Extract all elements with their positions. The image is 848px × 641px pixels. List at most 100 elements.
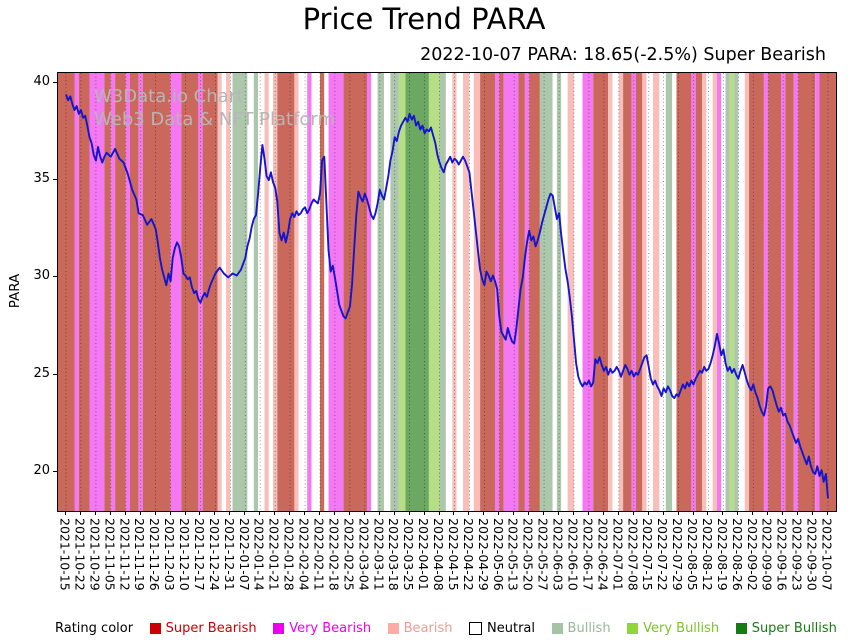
x-tick-mark xyxy=(528,511,530,515)
rating-band-neutral xyxy=(384,73,391,511)
x-tick-mark xyxy=(662,511,664,515)
rating-band-very_bearish xyxy=(328,73,344,511)
x-tick-label: 2022-04-22 xyxy=(460,518,476,591)
rating-band-bearish xyxy=(452,73,457,511)
y-tick-label: 25 xyxy=(33,365,50,381)
x-tick-mark xyxy=(483,511,485,515)
legend-label: Bullish xyxy=(567,621,611,636)
rating-band-neutral xyxy=(738,73,745,511)
x-tick-mark xyxy=(184,511,186,515)
rating-band-very_bearish xyxy=(89,73,105,511)
x-tick-mark xyxy=(573,511,574,515)
rating-band-neutral xyxy=(324,73,329,511)
rating-band-very_bullish xyxy=(729,73,735,511)
x-tick-mark xyxy=(632,511,634,515)
x-tick-mark xyxy=(797,511,799,515)
legend-swatch xyxy=(627,623,639,634)
x-tick-label: 2022-04-15 xyxy=(445,518,461,591)
rating-band-bearish xyxy=(226,73,231,511)
x-tick-label: 2022-09-16 xyxy=(774,518,790,591)
rating-band-neutral xyxy=(574,73,583,511)
rating-band-bearish xyxy=(294,73,299,511)
rating-band-very_bearish xyxy=(764,73,769,511)
x-tick-mark xyxy=(289,511,291,515)
x-tick-label: 2022-07-29 xyxy=(670,518,686,591)
y-tick-label: 40 xyxy=(33,73,50,89)
x-tick-label: 2022-09-02 xyxy=(744,518,760,591)
rating-band-bullish xyxy=(539,73,553,511)
rating-band-neutral xyxy=(561,73,568,511)
x-tick-mark xyxy=(782,511,784,515)
legend-item: Bearish xyxy=(387,621,453,636)
x-tick-mark xyxy=(752,511,754,515)
rating-band-very_bearish xyxy=(125,73,131,511)
x-tick-mark xyxy=(319,511,320,515)
rating-band-bullish xyxy=(665,73,673,511)
rating-band-super_bearish xyxy=(749,73,764,511)
chart-subtitle: 2022-10-07 PARA: 18.65(-2.5%) Super Bear… xyxy=(420,45,826,65)
x-tick-label: 2022-01-14 xyxy=(251,518,267,591)
x-tick-label: 2022-02-25 xyxy=(341,518,357,591)
rating-band-neutral xyxy=(445,73,453,511)
rating-band-very_bearish xyxy=(815,73,820,511)
rating-band-bearish xyxy=(702,73,707,511)
y-tick-mark xyxy=(53,471,57,473)
x-tick-mark xyxy=(737,511,739,515)
rating-band-super_bearish xyxy=(58,73,75,511)
rating-band-neutral xyxy=(552,73,557,511)
rating-band-super_bearish xyxy=(343,73,367,511)
legend-swatch xyxy=(551,623,563,634)
x-tick-mark xyxy=(79,511,81,515)
rating-band-very_bearish xyxy=(110,73,116,511)
rating-band-bullish xyxy=(253,73,259,511)
rating-band-neutral xyxy=(371,73,378,511)
x-tick-label: 2022-01-07 xyxy=(236,518,252,591)
rating-band-super_bearish xyxy=(115,73,126,511)
rating-band-neutral xyxy=(268,73,274,511)
x-tick-label: 2021-11-05 xyxy=(102,518,118,591)
rating-band-super_bearish xyxy=(142,73,171,511)
x-tick-label: 2021-10-22 xyxy=(72,518,88,591)
x-tick-mark xyxy=(154,511,156,515)
x-tick-mark xyxy=(348,511,350,515)
plot-area: W3Data.io Chart Web3 Data & NFT Platform xyxy=(57,72,837,512)
rating-band-bearish xyxy=(473,73,481,511)
rating-band-very_bearish xyxy=(781,73,786,511)
rating-band-neutral xyxy=(258,73,265,511)
x-tick-mark xyxy=(722,511,724,515)
rating-band-bullish xyxy=(377,73,384,511)
x-tick-label: 2022-03-11 xyxy=(371,518,387,591)
x-tick-mark xyxy=(827,511,828,515)
rating-band-neutral xyxy=(298,73,308,511)
legend-item: Very Bullish xyxy=(627,621,719,636)
rating-band-bearish xyxy=(618,73,624,511)
rating-band-bearish xyxy=(712,73,717,511)
x-tick-label: 2022-07-22 xyxy=(655,518,671,591)
x-tick-mark xyxy=(274,511,276,515)
x-tick-mark xyxy=(169,511,171,515)
x-tick-label: 2022-08-26 xyxy=(729,518,745,591)
legend-label: Very Bearish xyxy=(289,621,372,636)
rating-band-neutral xyxy=(672,73,677,511)
x-tick-label: 2022-08-19 xyxy=(714,518,730,591)
rating-band-super_bearish xyxy=(104,73,111,511)
x-tick-label: 2022-03-18 xyxy=(386,518,402,591)
x-tick-label: 2021-10-15 xyxy=(57,518,73,591)
rating-band-bullish xyxy=(439,73,446,511)
legend-label: Neutral xyxy=(487,621,536,636)
x-tick-label: 2022-05-27 xyxy=(535,518,551,591)
x-tick-mark xyxy=(304,511,306,515)
rating-band-super_bearish xyxy=(277,73,295,511)
x-tick-mark xyxy=(393,511,395,515)
rating-band-bearish xyxy=(642,73,647,511)
x-tick-mark xyxy=(363,511,365,515)
x-tick-label: 2022-03-25 xyxy=(401,518,417,591)
y-tick-mark xyxy=(53,373,57,375)
price-line xyxy=(65,94,829,499)
rating-band-very_bearish xyxy=(793,73,799,511)
legend-label: Super Bearish xyxy=(165,621,257,636)
legend-swatch xyxy=(735,623,747,634)
rating-band-super_bearish xyxy=(499,73,504,511)
rating-band-super_bearish xyxy=(529,73,540,511)
rating-band-super_bearish xyxy=(819,73,836,511)
